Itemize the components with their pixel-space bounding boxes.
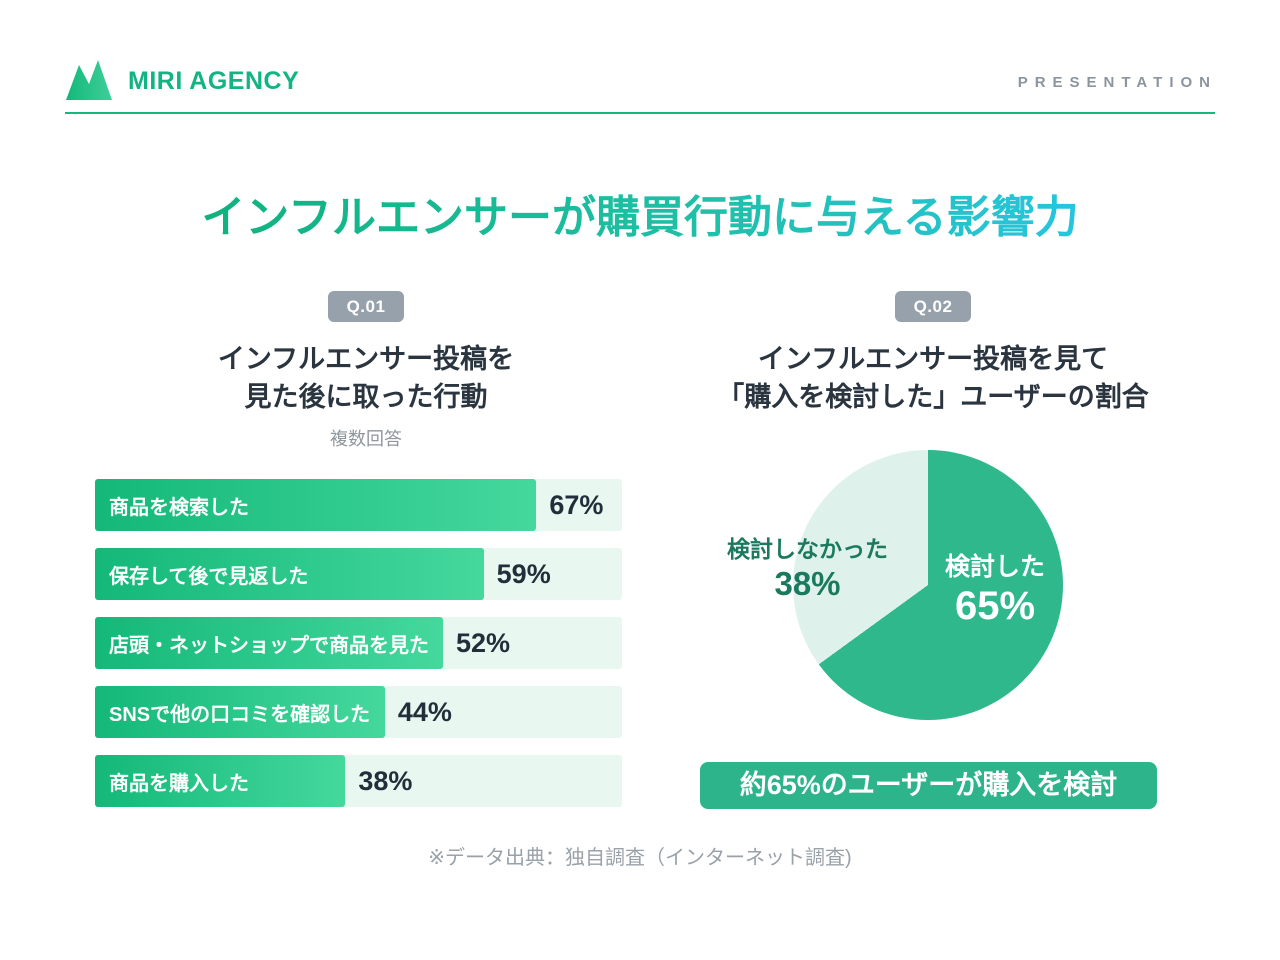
data-source-note: ※データ出典：独自調査（インターネット調査) (428, 847, 852, 869)
not-considered-value: 38% (774, 565, 841, 602)
considered-value: 65% (954, 584, 1036, 628)
bar-label: 商品を検索した (109, 496, 249, 519)
bar-label: 商品を購入した (109, 772, 249, 795)
slide-title: インフルエンサーが購買行動に与える影響力 (201, 193, 1079, 242)
bar-chart: 商品を検索した 67% 保存して後で見返した 59% 店頭・ネットショップで商品… (95, 479, 622, 824)
q1-heading-line1: インフルエンサー投稿を (217, 344, 515, 374)
bar-fill: 商品を検索した (95, 479, 537, 531)
bar-row: 商品を購入した 38% (95, 755, 622, 807)
bar-fill: 商品を購入した (95, 755, 346, 807)
pie-chart (793, 450, 1063, 720)
bar-value: 44% (397, 696, 452, 727)
bar-value: 59% (496, 558, 551, 589)
bar-label: 店頭・ネットショップで商品を見た (109, 634, 429, 657)
bar-label: SNSで他の口コミを確認した (109, 703, 371, 726)
bar-fill: 保存して後で見返した (95, 548, 484, 600)
slide-title-wrap: インフルエンサーが購買行動に与える影響力 (0, 192, 1280, 244)
q1-heading: インフルエンサー投稿を 見た後に取った行動 (95, 340, 637, 416)
bar-fill: SNSで他の口コミを確認した (95, 686, 385, 738)
bar-row: 商品を検索した 67% (95, 479, 622, 531)
bar-label: 保存して後で見返した (109, 565, 309, 588)
bar-row: SNSで他の口コミを確認した 44% (95, 686, 622, 738)
bar-value: 52% (456, 627, 511, 658)
q1-note: 複数回答 (330, 429, 402, 449)
pie-slice-not-considered-label: 検討しなかった 38% (705, 534, 910, 604)
bar-track: 店頭・ネットショップで商品を見た 52% (95, 617, 622, 669)
q2-heading-line1: インフルエンサー投稿を見て (757, 344, 1109, 374)
q2-heading-line2: 「購入を検討した」ユーザーの割合 (717, 382, 1149, 412)
q1-heading-line2: 見た後に取った行動 (244, 382, 488, 412)
pie-slice-considered-label: 検討した 65% (925, 551, 1065, 629)
considered-label: 検討した (944, 553, 1045, 581)
bar-track: 商品を購入した 38% (95, 755, 622, 807)
bar-track: 保存して後で見返した 59% (95, 548, 622, 600)
brand-logo-icon (66, 60, 112, 100)
not-considered-label: 検討しなかった (727, 536, 888, 562)
bar-row: 店頭・ネットショップで商品を見た 52% (95, 617, 622, 669)
q1-badge: Q.01 (328, 291, 404, 322)
bar-track: 商品を検索した 67% (95, 479, 622, 531)
bar-value: 38% (358, 765, 413, 796)
bar-fill: 店頭・ネットショップで商品を見た (95, 617, 443, 669)
bar-row: 保存して後で見返した 59% (95, 548, 622, 600)
q2-heading: インフルエンサー投稿を見て 「購入を検討した」ユーザーの割合 (683, 340, 1183, 416)
bar-value: 67% (549, 489, 604, 520)
bar-track: SNSで他の口コミを確認した 44% (95, 686, 622, 738)
brand-name: MIRI AGENCY (128, 67, 300, 95)
presentation-label: PRESENTATION (1017, 74, 1217, 91)
conclusion-banner: 約65%のユーザーが購入を検討 (700, 762, 1157, 809)
q2-badge: Q.02 (895, 291, 971, 322)
header-divider (65, 112, 1215, 114)
